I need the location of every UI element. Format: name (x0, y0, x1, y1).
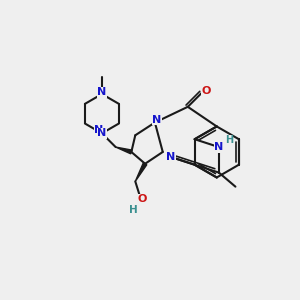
Text: O: O (137, 194, 147, 204)
Text: H: H (129, 205, 138, 215)
Text: N: N (97, 87, 106, 97)
Text: H: H (225, 135, 233, 145)
Polygon shape (135, 163, 147, 182)
Text: N: N (97, 128, 106, 138)
Text: N: N (166, 152, 175, 162)
Text: N: N (152, 115, 161, 124)
Text: O: O (202, 86, 211, 96)
Text: N: N (94, 125, 104, 135)
Polygon shape (116, 147, 132, 154)
Text: N: N (214, 142, 224, 152)
